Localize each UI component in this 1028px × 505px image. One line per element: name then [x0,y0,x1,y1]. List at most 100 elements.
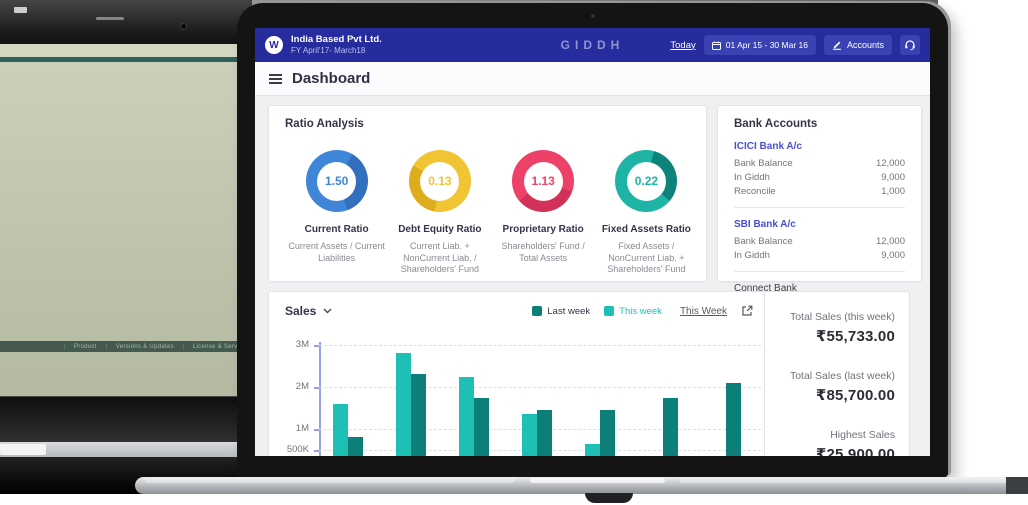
bank-row-value: 12,000 [875,236,905,247]
app-screen: W India Based Pvt Ltd. FY April'17- Marc… [255,28,930,456]
bank-account-link[interactable]: ICICI Bank A/c [734,141,802,152]
headset-icon [904,39,916,51]
ratio-value: 1.13 [531,174,555,188]
background-laptop-screen: Product Versions & Updates License & Servi… [0,44,252,396]
bar-this-week [585,443,600,456]
date-range-value: 01 Apr 15 - 30 Mar 16 [725,40,808,50]
divider [734,207,905,208]
ratio-value: 0.13 [428,174,452,188]
bank-row-value: 12,000 [875,158,905,169]
company-avatar[interactable]: W [265,36,283,54]
total-label: Highest Sales [830,429,895,441]
ratio-formula: Shareholders' Fund / Total Assets [501,241,585,263]
bar-this-week [459,376,474,456]
background-laptop-status-item: Versions & Updates [105,343,183,350]
sales-totals-card: Total Sales (this week) ₹55,733.00 Total S… [764,291,910,456]
total-block: Highest Sales ₹25,900.00 [779,428,895,456]
bank-row-value: 9,000 [881,172,905,183]
background-laptop-screen-bar [0,57,252,62]
bank-accounts-title: Bank Accounts [734,118,818,130]
bar-last-week [411,374,426,456]
chart-axis-tick [314,345,319,347]
ratio-value: 1.50 [324,174,349,188]
bank-account-rows: Bank Balance 12,000 In Giddh 9,000 [734,235,905,263]
total-value: ₹55,733.00 [815,328,895,345]
chart-y-axis [319,342,321,456]
ratio-analysis-title: Ratio Analysis [285,118,364,130]
bank-row-label: Reconcile [734,186,776,197]
total-block: Total Sales (this week) ₹55,733.00 [779,310,895,345]
bar-this-week [333,403,348,456]
laptop-base-notch [530,478,665,483]
bank-accounts-list: ICICI Bank A/c Bank Balance 12,000 In Giddh… [734,141,905,272]
dashboard-body: Ratio Analysis 1.50 Current Ratio Current … [255,96,930,456]
connect-bank-link[interactable]: Connect Bank [734,283,797,294]
ratio-label: Current Ratio [304,224,369,235]
ratio-donut-hole: 0.13 [420,161,460,201]
bar-last-week [537,410,552,456]
bank-row: In Giddh 9,000 [734,171,905,185]
sales-card: Sales Last week This week This Week [268,291,770,456]
calendar-icon [711,41,721,50]
total-value: ₹25,900.00 [815,446,895,456]
total-block: Total Sales (last week) ₹85,700.00 [779,369,895,404]
bar-last-week [663,397,678,456]
accounts-button[interactable]: Accounts [823,35,892,55]
ratio-item: 1.13 Proprietary Ratio Shareholders' Fund … [492,140,595,276]
today-link[interactable]: Today [670,39,696,51]
bar-this-week [396,353,411,456]
page-header: Dashboard [255,62,930,96]
bar-last-week [348,437,363,456]
ratio-donut-hole: 1.50 [317,161,357,201]
total-label: Total Sales (this week) [789,311,895,323]
bank-row-value: 9,000 [881,250,905,261]
ratio-formula: Fixed Assets / NonCurrent Liab. + Shareh… [607,241,686,275]
background-laptop-statusbar: Product Versions & Updates License & Servi… [0,341,252,352]
legend-swatch [604,306,615,316]
ratio-item: 0.13 Debt Equity Ratio Current Liab. + Non… [388,140,491,276]
legend-label: Last week [547,305,591,317]
support-button[interactable] [900,35,920,55]
legend-item[interactable]: Last week [532,306,590,317]
bank-row-value: 1,000 [881,186,905,197]
top-navbar: W India Based Pvt Ltd. FY April'17- Marc… [255,28,930,62]
ratio-label: Debt Equity Ratio [398,224,482,235]
background-laptop-webcam [181,24,186,29]
external-link-icon[interactable] [741,305,753,317]
laptop-webcam [590,14,595,18]
chart-y-tick-label: 1M [295,423,309,434]
company-switcher[interactable]: India Based Pvt Ltd. FY April'17- March1… [291,35,382,55]
background-laptop-keyboard [0,396,252,442]
ratio-label: Proprietary Ratio [502,224,584,235]
total-value: ₹85,700.00 [815,387,895,404]
ratio-donut: 0.22 [615,150,678,212]
background-laptop-deck [0,442,252,457]
chart-plot-area [319,340,761,456]
menu-icon[interactable] [269,73,282,84]
laptop-base-highlight [145,478,515,483]
company-name: India Based Pvt Ltd. [291,34,382,46]
bank-row: Reconcile 1,000 [734,185,905,199]
bar-last-week [600,410,615,456]
background-laptop-logo [14,7,27,13]
ratio-item: 0.22 Fixed Assets Ratio Fixed Assets / Non… [595,140,698,276]
chevron-down-icon[interactable] [323,308,332,314]
legend-item[interactable]: This week [604,306,662,317]
sales-title: Sales [285,304,317,318]
date-range-picker[interactable]: 01 Apr 15 - 30 Mar 16 [703,35,816,55]
chart-gridline [319,345,761,346]
chart-y-tick-label: 3M [295,339,309,350]
bank-account-rows: Bank Balance 12,000 In Giddh 9,000 Reconcile… [734,157,905,199]
chart-axis-tick [314,429,319,431]
ratio-row: 1.50 Current Ratio Current Assets / Curren… [285,140,698,276]
bank-accounts-card: Bank Accounts ICICI Bank A/c Bank Balance… [717,105,922,294]
period-link[interactable]: This Week [679,305,727,317]
chart-legend: Last week This week [532,306,662,317]
chart-y-tick-label: 500K [286,444,309,455]
bank-account-link[interactable]: SBI Bank A/c [734,219,796,230]
fiscal-year: FY April'17- March18 [291,45,366,55]
background-laptop-screen-topband [0,44,252,57]
bank-row-label: Bank Balance [734,158,793,169]
bank-row-label: In Giddh [734,172,770,183]
bar-last-week [726,382,741,456]
